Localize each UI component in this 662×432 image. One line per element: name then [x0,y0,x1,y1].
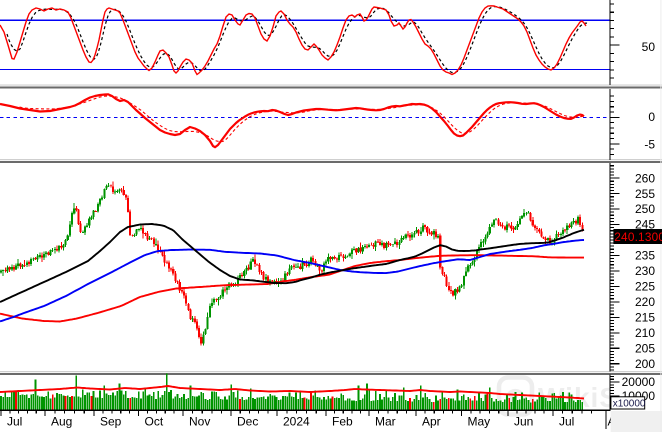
svg-text:200: 200 [635,357,655,371]
svg-text:235: 235 [635,249,655,263]
svg-text:220: 220 [635,295,655,309]
svg-text:Dec: Dec [237,415,258,429]
svg-text:230: 230 [635,264,655,278]
svg-text:245: 245 [635,218,655,232]
svg-text:20000: 20000 [622,375,656,389]
svg-text:May: May [468,415,491,429]
svg-text:-5: -5 [644,138,655,152]
svg-text:Nov: Nov [189,415,210,429]
svg-text:Jun: Jun [514,415,533,429]
svg-text:50: 50 [642,40,656,54]
svg-text:260: 260 [635,171,655,185]
svg-text:255: 255 [635,187,655,201]
svg-text:0: 0 [648,110,655,124]
svg-text:Sep: Sep [100,415,122,429]
svg-text:240.1300: 240.1300 [614,230,662,244]
svg-text:Aug: Aug [51,415,72,429]
svg-text:Jul: Jul [7,415,22,429]
svg-text:205: 205 [635,341,655,355]
svg-text:225: 225 [635,280,655,294]
svg-text:x10000: x10000 [613,399,646,410]
svg-text:250: 250 [635,202,655,216]
svg-text:Apr: Apr [422,415,441,429]
svg-text:215: 215 [635,311,655,325]
svg-text:2024: 2024 [283,415,310,429]
svg-text:210: 210 [635,326,655,340]
svg-text:Feb: Feb [332,415,353,429]
svg-text:Jul: Jul [559,415,574,429]
svg-text:Mar: Mar [375,415,396,429]
svg-text:Oct: Oct [145,415,164,429]
